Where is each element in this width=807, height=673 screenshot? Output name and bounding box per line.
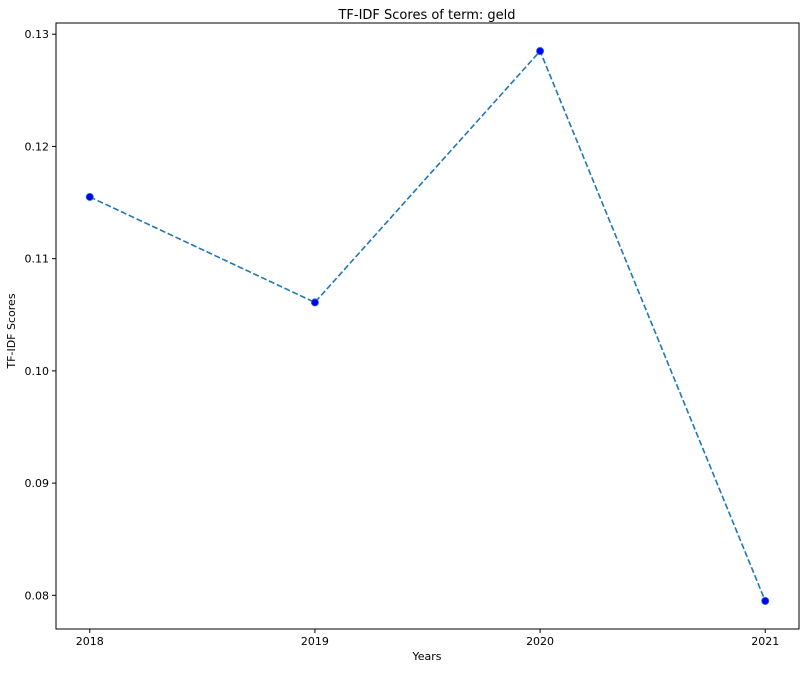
data-point	[85, 192, 94, 201]
x-tick-label: 2018	[76, 635, 104, 648]
y-tick-label: 0.10	[25, 365, 50, 378]
x-tick-label: 2021	[751, 635, 779, 648]
x-tick-label: 2020	[526, 635, 554, 648]
y-tick-label: 0.11	[25, 253, 50, 266]
x-tick-label: 2019	[301, 635, 329, 648]
y-axis-ticks: 0.08 0.09 0.10 0.11 0.12 0.13	[25, 28, 56, 602]
plot-frame	[55, 22, 800, 630]
y-axis-label: TF-IDF Scores	[5, 293, 18, 369]
x-axis-ticks: 2018 2019 2020 2021	[76, 629, 779, 648]
y-tick-label: 0.08	[25, 589, 50, 602]
y-tick-label: 0.12	[25, 140, 50, 153]
data-point	[536, 47, 545, 56]
series-line	[89, 49, 766, 602]
data-point	[761, 596, 770, 605]
x-axis-label: Years	[411, 650, 441, 663]
data-point	[310, 298, 319, 307]
y-tick-label: 0.13	[25, 28, 50, 41]
y-tick-label: 0.09	[25, 477, 50, 490]
chart-title: TF-IDF Scores of term: geld	[337, 8, 515, 23]
plot-area	[85, 47, 770, 605]
